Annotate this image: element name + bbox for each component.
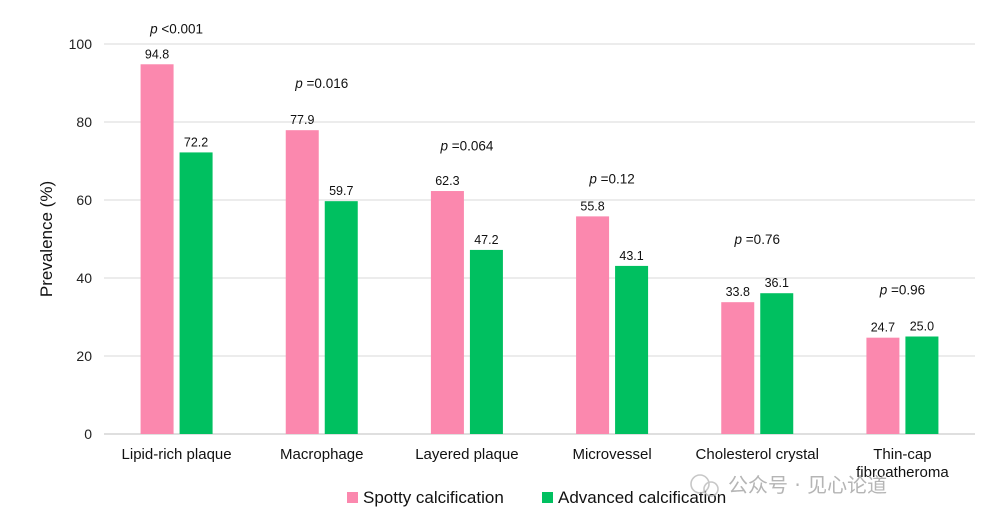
legend-swatch-spotty — [347, 492, 358, 503]
data-label: 33.8 — [726, 285, 750, 299]
x-tick-label-line: Layered plaque — [415, 446, 518, 463]
bar-spotty — [430, 191, 464, 434]
data-label: 36.1 — [765, 276, 789, 290]
x-tick-label-line: Microvessel — [572, 446, 651, 463]
data-label: 25.0 — [910, 320, 934, 334]
data-label: 62.3 — [435, 174, 459, 188]
bar-advanced — [760, 293, 794, 434]
x-tick-label: Thin-cap fibroatheroma — [856, 446, 949, 481]
bar-advanced — [905, 336, 939, 434]
bar-advanced — [469, 249, 503, 434]
p-value-text: =0.064 — [448, 138, 494, 153]
y-tick-label: 100 — [69, 36, 93, 52]
data-label: 77.9 — [290, 113, 314, 127]
data-label: 43.1 — [619, 249, 643, 263]
p-value-text: =0.12 — [597, 172, 635, 187]
x-tick-label-line: fibroatheroma — [856, 464, 949, 481]
x-tick-label-line: Cholesterol crystal — [696, 446, 819, 463]
bar-advanced — [179, 152, 213, 435]
legend-label-spotty: Spotty calcification — [363, 488, 504, 507]
data-label: 94.8 — [145, 47, 169, 61]
p-value-annotation: p =0.016 — [294, 76, 348, 91]
p-value-annotation: p =0.76 — [734, 232, 780, 247]
x-tick-label-line: Lipid-rich plaque — [122, 446, 232, 463]
p-value-annotation: p =0.96 — [879, 283, 925, 298]
bar-advanced — [324, 201, 358, 434]
p-value-annotation: p =0.12 — [588, 172, 634, 187]
y-tick-label: 80 — [76, 114, 92, 130]
legend-swatch-advanced — [542, 492, 553, 503]
p-symbol: p — [588, 172, 597, 187]
p-symbol: p — [879, 283, 888, 298]
x-tick-label-line: Macrophage — [280, 446, 363, 463]
y-tick-label: 40 — [76, 270, 92, 286]
y-tick-label: 60 — [76, 192, 92, 208]
p-value-text: <0.001 — [158, 21, 203, 36]
p-value-text: =0.016 — [303, 76, 348, 91]
p-value-annotation: p =0.064 — [439, 138, 493, 153]
bar-spotty — [140, 64, 174, 434]
p-value-text: =0.96 — [887, 283, 925, 298]
y-axis-label: Prevalence (%) — [37, 181, 56, 297]
data-label: 59.7 — [329, 184, 353, 198]
p-symbol: p — [149, 21, 158, 36]
bar-spotty — [285, 130, 319, 434]
p-value-annotation: p <0.001 — [149, 21, 203, 36]
x-tick-label: Layered plaque — [415, 446, 518, 463]
x-tick-label-line: Thin-cap — [873, 446, 931, 463]
y-tick-label: 0 — [84, 426, 92, 442]
data-label: 72.2 — [184, 135, 208, 149]
watermark-text: 公众号 · 见心论道 — [728, 473, 887, 497]
bar-spotty — [866, 337, 900, 434]
data-label: 55.8 — [580, 199, 604, 213]
bar-advanced — [615, 265, 649, 434]
x-tick-label: Lipid-rich plaque — [122, 446, 232, 463]
wechat-icon — [690, 474, 719, 497]
p-symbol: p — [294, 76, 303, 91]
legend-label-advanced: Advanced calcification — [558, 488, 726, 507]
data-label: 47.2 — [474, 233, 498, 247]
x-tick-label: Macrophage — [280, 446, 363, 463]
x-tick-label: Cholesterol crystal — [696, 446, 819, 463]
p-symbol: p — [734, 232, 743, 247]
data-label: 24.7 — [871, 321, 895, 335]
p-symbol: p — [439, 138, 448, 153]
y-tick-label: 20 — [76, 348, 92, 364]
bar-spotty — [576, 216, 610, 434]
p-value-text: =0.76 — [742, 232, 780, 247]
x-tick-label: Microvessel — [572, 446, 651, 463]
bar-spotty — [721, 302, 755, 434]
